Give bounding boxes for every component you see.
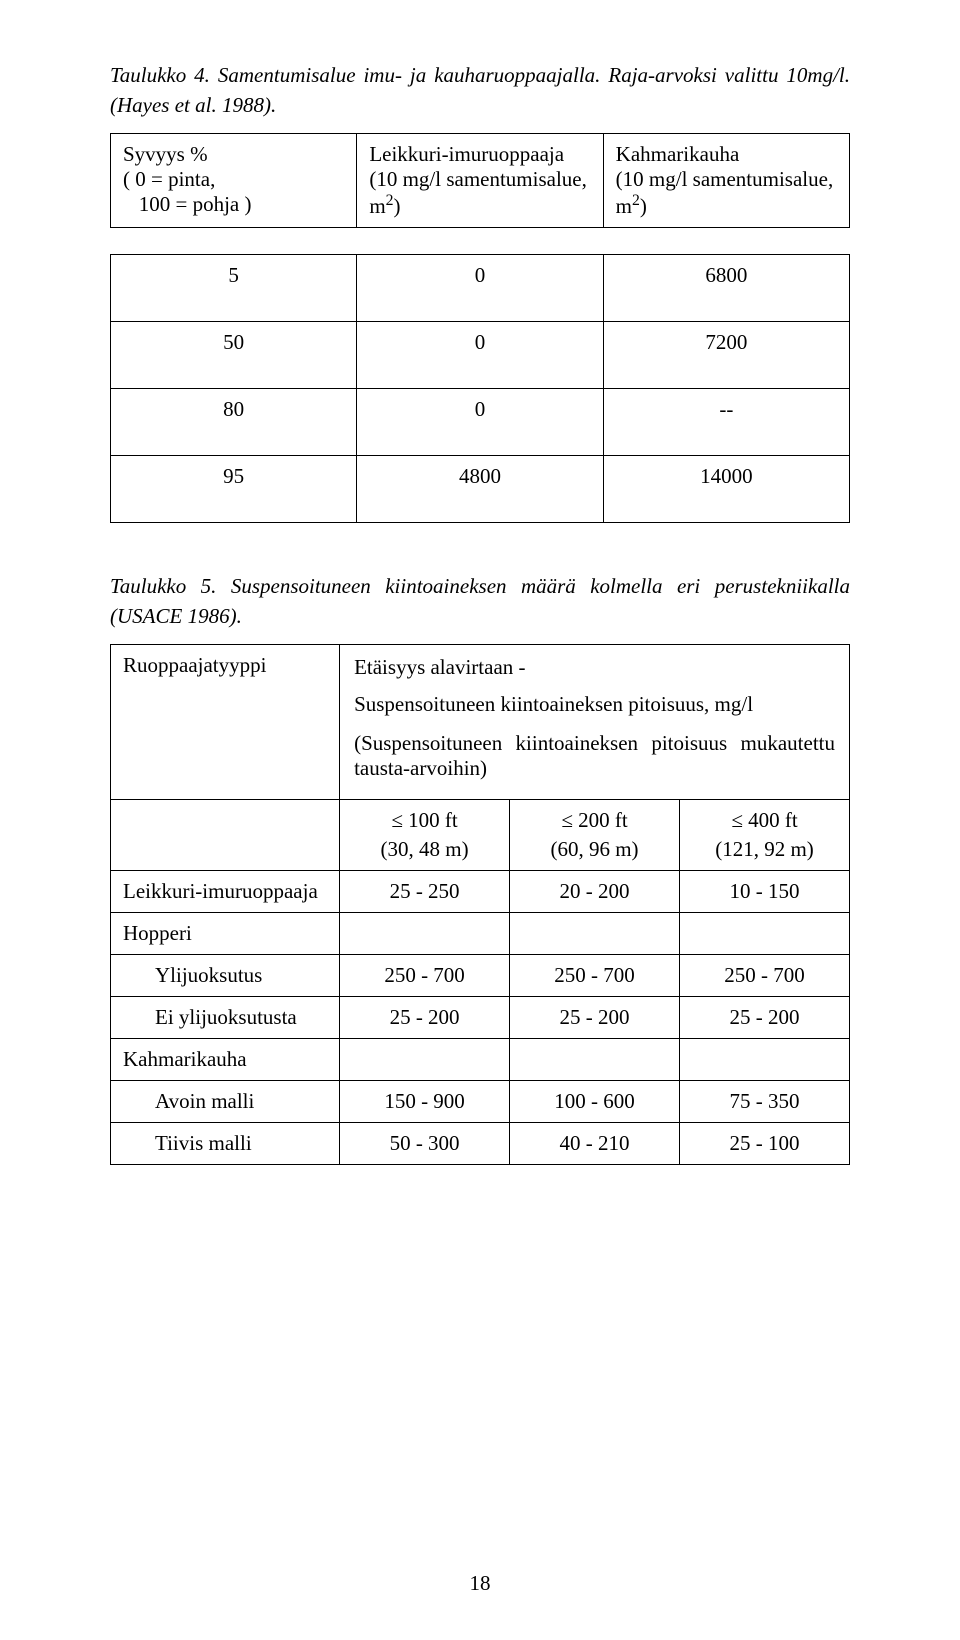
cell: 0 — [357, 254, 603, 321]
table-row: Hopperi — [111, 912, 850, 954]
cell — [510, 912, 680, 954]
cell — [340, 1038, 510, 1080]
t1-h2-line1: Leikkuri-imuruoppaaja — [369, 142, 564, 166]
cell: 25 - 200 — [510, 996, 680, 1038]
table-row: 95 4800 14000 — [111, 455, 850, 522]
document-page: Taulukko 4. Samentumisalue imu- ja kauha… — [0, 0, 960, 1640]
t1-h3-line2-pre: (10 mg/l samentumisalue, m — [616, 167, 834, 218]
t1-h2-line2-pre: (10 mg/l samentumisalue, m — [369, 167, 587, 218]
cell: 25 - 250 — [340, 870, 510, 912]
cell — [340, 912, 510, 954]
t1-h1-line2: ( 0 = pinta, — [123, 167, 215, 191]
cell: 5 — [111, 254, 357, 321]
t1-h3-line2-post: ) — [640, 194, 647, 218]
row-label: Leikkuri-imuruoppaaja — [111, 870, 340, 912]
cell: 50 - 300 — [340, 1122, 510, 1164]
row-label: Hopperi — [111, 912, 340, 954]
row-label: Avoin malli — [111, 1080, 340, 1122]
cell: 4800 — [357, 455, 603, 522]
cell: 0 — [357, 388, 603, 455]
table-row: 50 0 7200 — [111, 321, 850, 388]
cell: 40 - 210 — [510, 1122, 680, 1164]
cell: 25 - 200 — [340, 996, 510, 1038]
row-label: Ylijuoksutus — [111, 954, 340, 996]
cell: 80 — [111, 388, 357, 455]
row-label: Tiivis malli — [111, 1122, 340, 1164]
t2-dist: ≤ 400 ft — [680, 799, 850, 835]
cell — [680, 912, 850, 954]
t2-dist-m: (60, 96 m) — [510, 835, 680, 871]
cell — [510, 1038, 680, 1080]
cell: 6800 — [603, 254, 849, 321]
cell: 250 - 700 — [510, 954, 680, 996]
t1-head-col3: Kahmarikauha (10 mg/l samentumisalue, m2… — [603, 133, 849, 227]
cell: 50 — [111, 321, 357, 388]
t2-head-label: Ruoppaajatyyppi — [111, 644, 340, 799]
t2-head-right3: (Suspensoituneen kiintoaineksen pitoisuu… — [354, 731, 835, 781]
cell: 250 - 700 — [680, 954, 850, 996]
table-row: Leikkuri-imuruoppaaja 25 - 250 20 - 200 … — [111, 870, 850, 912]
cell: 7200 — [603, 321, 849, 388]
t1-head-col1: Syvyys % ( 0 = pinta, 100 = pohja ) — [111, 133, 357, 227]
t2-head-right: Etäisyys alavirtaan - Suspensoituneen ki… — [340, 644, 850, 799]
t1-h1-line1: Syvyys % — [123, 142, 208, 166]
cell: 20 - 200 — [510, 870, 680, 912]
table4-body: 5 0 6800 50 0 7200 80 0 -- 95 4800 14000 — [110, 254, 850, 523]
table5-caption: Taulukko 5. Suspensoituneen kiintoaineks… — [110, 571, 850, 632]
table-row: Kahmarikauha — [111, 1038, 850, 1080]
cell: 75 - 350 — [680, 1080, 850, 1122]
t1-h2-sup: 2 — [386, 192, 394, 209]
t1-h3-sup: 2 — [632, 192, 640, 209]
table-row: 80 0 -- — [111, 388, 850, 455]
table-row: Ylijuoksutus 250 - 700 250 - 700 250 - 7… — [111, 954, 850, 996]
cell: 25 - 100 — [680, 1122, 850, 1164]
table5: Ruoppaajatyyppi Etäisyys alavirtaan - Su… — [110, 644, 850, 1165]
t2-head-right2: Suspensoituneen kiintoaineksen pitoisuus… — [354, 692, 835, 717]
t1-h3-line1: Kahmarikauha — [616, 142, 740, 166]
cell — [680, 1038, 850, 1080]
t2-dist: ≤ 100 ft — [340, 799, 510, 835]
cell: 250 - 700 — [340, 954, 510, 996]
t2-head-right1: Etäisyys alavirtaan - — [354, 655, 835, 680]
cell: 10 - 150 — [680, 870, 850, 912]
t2-dist-m: (30, 48 m) — [340, 835, 510, 871]
cell: 25 - 200 — [680, 996, 850, 1038]
t1-h2-line2-post: ) — [394, 194, 401, 218]
table4-caption: Taulukko 4. Samentumisalue imu- ja kauha… — [110, 60, 850, 121]
cell: 14000 — [603, 455, 849, 522]
t1-head-col2: Leikkuri-imuruoppaaja (10 mg/l samentumi… — [357, 133, 603, 227]
t2-dist-empty — [111, 799, 340, 870]
t2-dist-m: (121, 92 m) — [680, 835, 850, 871]
cell: 100 - 600 — [510, 1080, 680, 1122]
t2-dist: ≤ 200 ft — [510, 799, 680, 835]
t1-h1-line3: 100 = pohja ) — [123, 192, 252, 216]
cell: 0 — [357, 321, 603, 388]
table4: Syvyys % ( 0 = pinta, 100 = pohja ) Leik… — [110, 133, 850, 228]
row-label: Ei ylijuoksutusta — [111, 996, 340, 1038]
table-row: Ei ylijuoksutusta 25 - 200 25 - 200 25 -… — [111, 996, 850, 1038]
table-row: Avoin malli 150 - 900 100 - 600 75 - 350 — [111, 1080, 850, 1122]
page-number: 18 — [0, 1571, 960, 1596]
row-label: Kahmarikauha — [111, 1038, 340, 1080]
table-row: 5 0 6800 — [111, 254, 850, 321]
cell: -- — [603, 388, 849, 455]
table-row: Tiivis malli 50 - 300 40 - 210 25 - 100 — [111, 1122, 850, 1164]
cell: 150 - 900 — [340, 1080, 510, 1122]
cell: 95 — [111, 455, 357, 522]
